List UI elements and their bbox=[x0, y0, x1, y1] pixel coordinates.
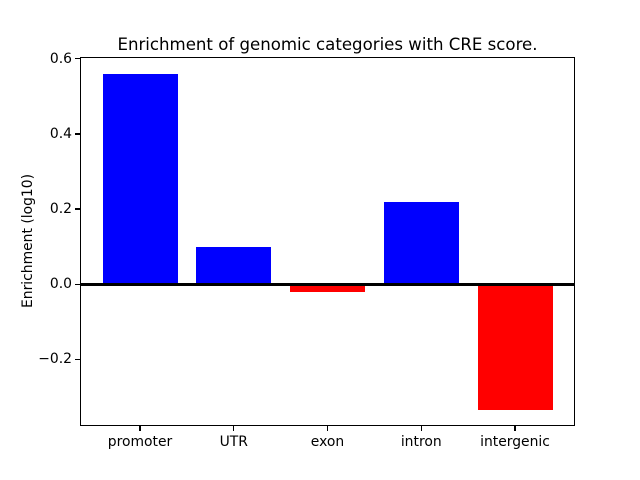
bar-exon bbox=[290, 284, 365, 292]
y-tick-label: 0.0 bbox=[49, 276, 72, 293]
y-tick-mark bbox=[75, 283, 80, 285]
x-tick-label-exon: exon bbox=[310, 434, 345, 450]
chart-title: Enrichment of genomic categories with CR… bbox=[117, 35, 538, 54]
y-tick-label: 0.4 bbox=[49, 125, 72, 142]
x-tick-mark bbox=[420, 426, 422, 431]
zero-baseline bbox=[80, 282, 575, 286]
y-tick-mark bbox=[75, 133, 80, 135]
x-tick-mark bbox=[514, 426, 516, 431]
bar-UTR bbox=[196, 246, 272, 285]
y-tick-mark bbox=[75, 208, 80, 210]
x-tick-mark bbox=[139, 426, 141, 431]
x-tick-label-promoter: promoter bbox=[107, 434, 173, 450]
y-tick-label: 0.6 bbox=[49, 50, 72, 67]
y-tick-label: 0.2 bbox=[49, 201, 72, 218]
bar-intron bbox=[383, 201, 459, 285]
y-tick-label: −0.2 bbox=[38, 351, 72, 368]
x-tick-mark bbox=[326, 426, 329, 431]
x-tick-label-intron: intron bbox=[400, 434, 442, 450]
x-tick-mark bbox=[233, 426, 235, 431]
bar-intergenic bbox=[477, 284, 553, 410]
y-tick-mark bbox=[75, 358, 80, 360]
y-axis-label: Enrichment (log10) bbox=[20, 173, 36, 309]
x-tick-label-intergenic: intergenic bbox=[480, 434, 550, 450]
bar-promoter bbox=[102, 73, 178, 285]
x-tick-label-UTR: UTR bbox=[219, 434, 248, 450]
y-tick-mark bbox=[75, 58, 80, 60]
